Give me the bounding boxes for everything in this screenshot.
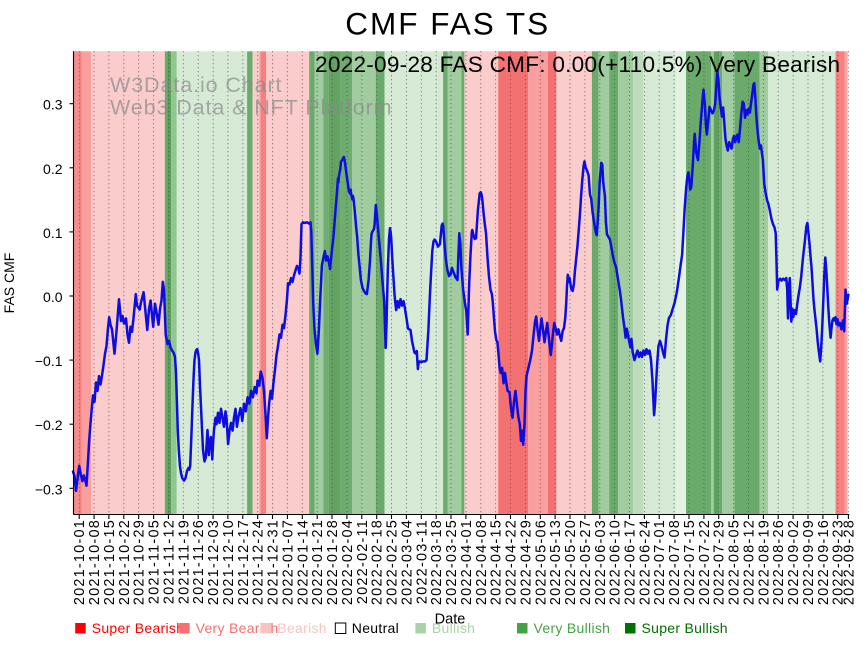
svg-text:Super Bullish: Super Bullish	[642, 620, 728, 636]
svg-text:2022-06-17: 2022-06-17	[623, 519, 639, 605]
svg-text:2022-09-16: 2022-09-16	[816, 519, 832, 605]
svg-text:2022-07-22: 2022-07-22	[697, 519, 713, 605]
svg-text:2021-10-01: 2021-10-01	[72, 519, 88, 605]
svg-text:2021-11-05: 2021-11-05	[147, 519, 163, 604]
svg-text:Super Bearish: Super Bearish	[92, 620, 185, 636]
svg-text:2022-08-12: 2022-08-12	[742, 519, 758, 605]
svg-text:Web3 Data & NFT Platform: Web3 Data & NFT Platform	[110, 96, 392, 120]
svg-text:2022-05-06: 2022-05-06	[533, 519, 549, 605]
svg-text:2022-09-28 FAS CMF: 0.00(+110.: 2022-09-28 FAS CMF: 0.00(+110.5%) Very B…	[315, 52, 840, 77]
svg-text:2022-03-11: 2022-03-11	[414, 519, 430, 604]
svg-text:W3Data.io Chart: W3Data.io Chart	[110, 73, 282, 97]
svg-text:2022-02-04: 2022-02-04	[340, 519, 356, 605]
svg-text:2022-04-08: 2022-04-08	[474, 519, 490, 605]
svg-text:2022-02-11: 2022-02-11	[355, 519, 371, 604]
svg-text:2021-12-24: 2021-12-24	[251, 519, 267, 605]
svg-text:2021-12-17: 2021-12-17	[236, 519, 252, 605]
svg-text:2021-12-03: 2021-12-03	[206, 519, 222, 605]
svg-text:2022-04-22: 2022-04-22	[504, 519, 520, 605]
svg-text:2021-10-22: 2021-10-22	[117, 519, 133, 605]
svg-text:Very Bullish: Very Bullish	[534, 620, 611, 636]
svg-text:2021-10-08: 2021-10-08	[87, 519, 103, 605]
svg-text:−0.1: −0.1	[35, 353, 63, 369]
svg-text:FAS CMF: FAS CMF	[1, 253, 17, 314]
svg-text:−0.3: −0.3	[35, 481, 63, 497]
svg-text:2022-05-13: 2022-05-13	[548, 519, 564, 605]
svg-text:2021-10-15: 2021-10-15	[102, 519, 118, 605]
svg-text:2021-11-26: 2021-11-26	[191, 519, 207, 604]
svg-text:2022-06-10: 2022-06-10	[608, 519, 624, 605]
svg-text:2022-05-20: 2022-05-20	[563, 519, 579, 605]
svg-text:2022-04-29: 2022-04-29	[518, 519, 534, 605]
svg-text:2022-07-29: 2022-07-29	[712, 519, 728, 605]
svg-text:0.3: 0.3	[43, 97, 63, 113]
svg-text:2022-09-02: 2022-09-02	[786, 519, 802, 605]
svg-text:−0.2: −0.2	[35, 417, 63, 433]
svg-text:2021-11-12: 2021-11-12	[161, 519, 177, 604]
svg-text:0.2: 0.2	[43, 161, 63, 177]
svg-text:2022-02-18: 2022-02-18	[370, 519, 386, 605]
svg-text:2022-09-28: 2022-09-28	[841, 519, 857, 605]
svg-text:2022-04-01: 2022-04-01	[459, 519, 475, 605]
svg-text:Very Bearish: Very Bearish	[196, 620, 279, 636]
svg-text:Bullish: Bullish	[432, 620, 475, 636]
svg-text:2022-06-03: 2022-06-03	[593, 519, 609, 605]
svg-text:Neutral: Neutral	[352, 620, 399, 636]
svg-text:0.1: 0.1	[43, 225, 63, 241]
svg-text:2022-07-15: 2022-07-15	[682, 519, 698, 605]
svg-text:2022-01-28: 2022-01-28	[325, 519, 341, 605]
svg-text:CMF FAS TS: CMF FAS TS	[345, 6, 550, 42]
svg-text:2022-02-25: 2022-02-25	[385, 519, 401, 605]
svg-text:2021-11-19: 2021-11-19	[176, 519, 192, 604]
svg-text:2022-03-25: 2022-03-25	[444, 519, 460, 605]
svg-text:2022-04-15: 2022-04-15	[489, 519, 505, 605]
svg-text:2022-06-24: 2022-06-24	[637, 519, 653, 605]
svg-text:2022-03-18: 2022-03-18	[429, 519, 445, 605]
svg-text:2022-08-19: 2022-08-19	[756, 519, 772, 605]
svg-text:2022-01-21: 2022-01-21	[310, 519, 326, 605]
svg-text:2021-12-31: 2021-12-31	[266, 519, 282, 605]
svg-text:2022-05-27: 2022-05-27	[578, 519, 594, 605]
svg-text:Date: Date	[435, 612, 466, 628]
svg-text:2022-09-23: 2022-09-23	[831, 519, 847, 605]
svg-text:2022-03-04: 2022-03-04	[399, 519, 415, 605]
svg-text:2022-08-05: 2022-08-05	[727, 519, 743, 605]
svg-text:2021-12-10: 2021-12-10	[221, 519, 237, 605]
svg-text:0.0: 0.0	[43, 289, 63, 305]
svg-text:2022-01-07: 2022-01-07	[280, 519, 296, 605]
svg-text:2022-09-09: 2022-09-09	[801, 519, 817, 605]
svg-text:2022-07-08: 2022-07-08	[667, 519, 683, 605]
svg-text:Bearish: Bearish	[277, 620, 327, 636]
svg-text:2022-08-26: 2022-08-26	[771, 519, 787, 605]
svg-text:2022-01-14: 2022-01-14	[295, 519, 311, 605]
svg-text:2021-10-29: 2021-10-29	[132, 519, 148, 605]
svg-text:2022-07-01: 2022-07-01	[652, 519, 668, 605]
